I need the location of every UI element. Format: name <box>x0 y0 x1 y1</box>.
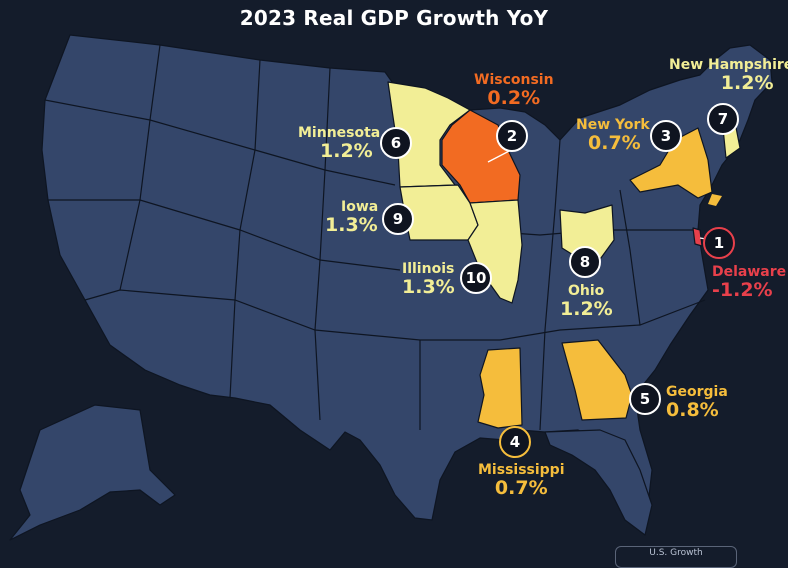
state-georgia[interactable] <box>561 339 633 421</box>
florida-shape <box>544 429 653 536</box>
rank-badge-ohio: 8 <box>569 246 601 278</box>
label-ohio: Ohio 1.2% <box>560 283 613 321</box>
state-delaware[interactable] <box>692 227 703 247</box>
map-title: 2023 Real GDP Growth YoY <box>239 6 549 30</box>
label-wisconsin: Wisconsin 0.2% <box>474 72 554 110</box>
rank-badge-wisconsin: 2 <box>496 120 528 152</box>
rank-badge-georgia: 5 <box>629 383 661 415</box>
state-ohio[interactable] <box>559 204 615 263</box>
rank-badge-new-york: 3 <box>650 120 682 152</box>
label-minnesota: Minnesota 1.2% <box>298 125 381 163</box>
label-delaware: Delaware -1.2% <box>712 264 787 302</box>
rank-badge-mississippi: 4 <box>499 426 531 458</box>
state-illinois[interactable] <box>467 199 523 304</box>
state-new-york[interactable] <box>629 127 713 199</box>
label-mississippi: Mississippi 0.7% <box>478 462 565 500</box>
state-mississippi[interactable] <box>477 347 523 429</box>
label-georgia: Georgia 0.8% <box>666 384 728 422</box>
rank-badge-minnesota: 6 <box>380 127 412 159</box>
alaska-shape <box>9 404 176 541</box>
state-border-lines <box>44 44 706 431</box>
rank-badge-iowa: 9 <box>382 203 414 235</box>
rank-badge-new-hampshire: 7 <box>707 103 739 135</box>
label-illinois: Illinois 1.3% <box>402 261 455 299</box>
label-new-hampshire: New Hampshire 1.2% <box>669 57 788 95</box>
label-iowa: Iowa 1.3% <box>325 199 379 237</box>
source-badge: U.S. Growth <box>615 546 737 568</box>
state-new-jersey-highlight <box>708 194 722 206</box>
rank-badge-delaware: 1 <box>703 227 735 259</box>
rank-badge-illinois: 10 <box>460 262 492 294</box>
label-new-york: New York 0.7% <box>576 117 650 155</box>
